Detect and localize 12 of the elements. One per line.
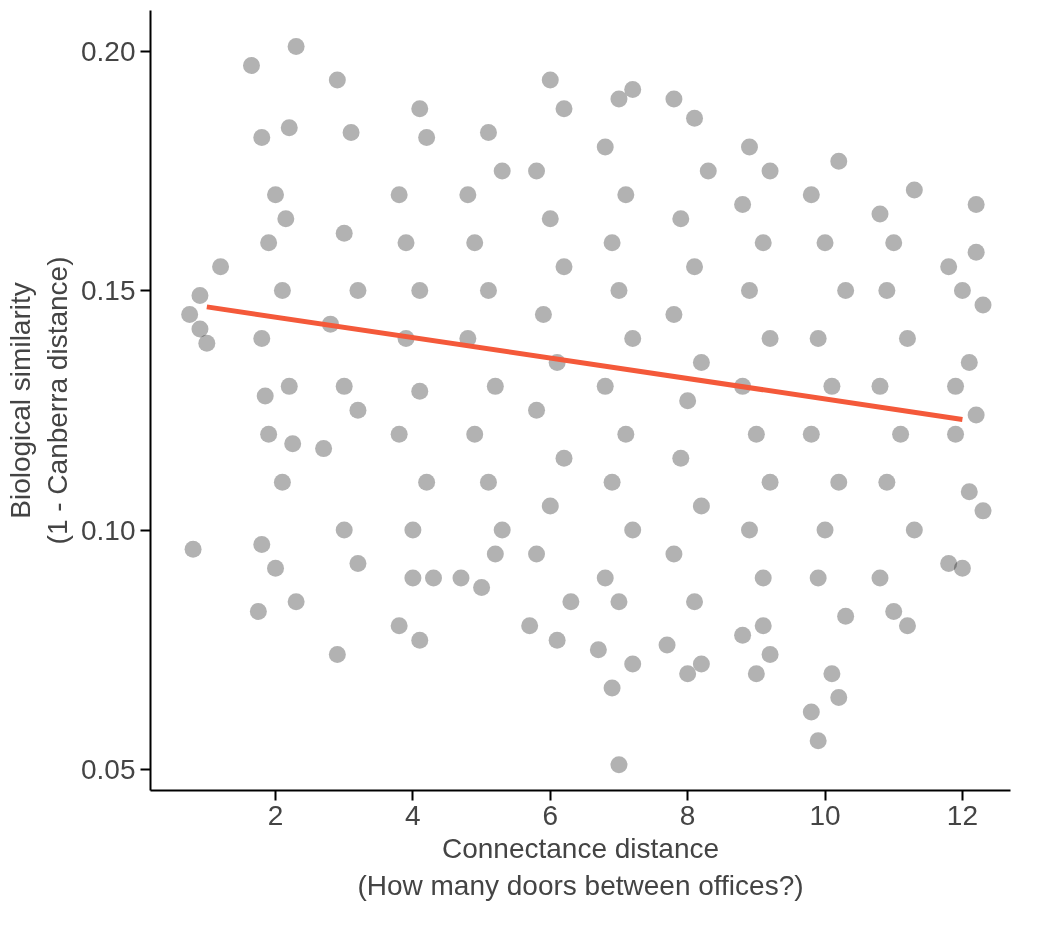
y-axis-title: Biological similarity (1 - Canberra distance) <box>4 256 73 545</box>
x-tick-label: 4 <box>405 799 421 831</box>
y-tick-label: 0.10 <box>81 514 136 546</box>
y-tick-label: 0.15 <box>81 275 136 307</box>
y-tick-label: 0.20 <box>81 35 136 67</box>
x-tick-label: 10 <box>809 799 841 831</box>
x-tick-label: 12 <box>946 799 978 831</box>
x-axis-title: Connectance distance (How many doors between offices?) <box>357 832 804 901</box>
x-tick-label: 8 <box>679 799 696 831</box>
x-tick-label: 2 <box>267 799 284 831</box>
y-tick-label: 0.05 <box>81 753 136 785</box>
x-tick-label: 6 <box>542 799 559 831</box>
